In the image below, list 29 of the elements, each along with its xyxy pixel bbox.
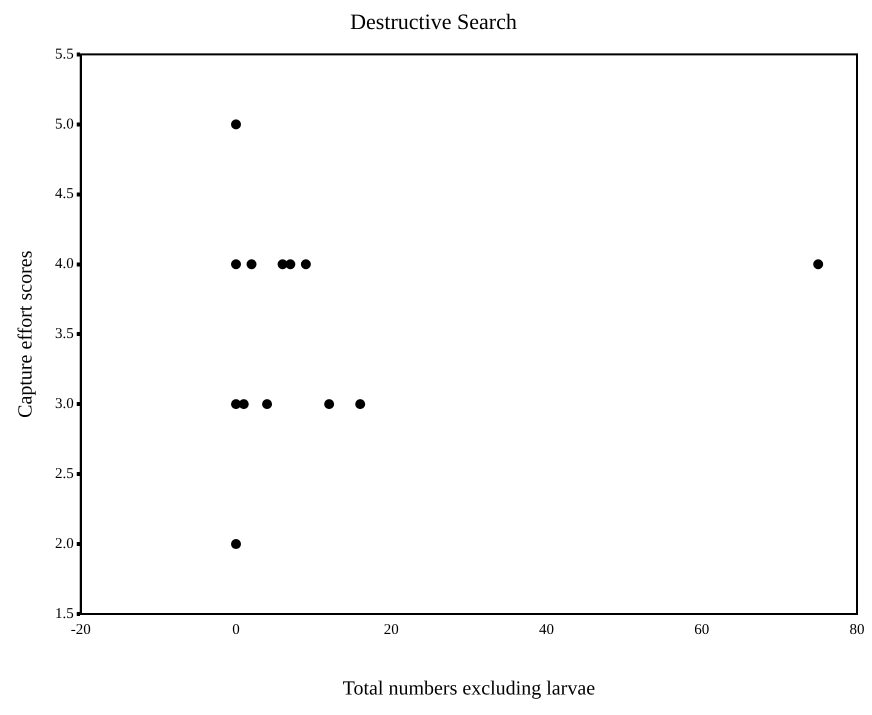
point — [238, 399, 249, 410]
point — [813, 259, 824, 270]
y-tick-label: 2.5 — [55, 466, 74, 482]
point — [231, 539, 241, 550]
y-axis-title: Capture effort scores — [14, 250, 36, 418]
y-tick-label: 3.5 — [55, 326, 74, 342]
point — [246, 259, 257, 270]
x-tick-label: 80 — [850, 622, 864, 638]
x-tick-label: 0 — [232, 622, 240, 638]
point — [324, 399, 334, 410]
x-axis-title: Total numbers excluding larvae — [342, 677, 596, 700]
x-tick-label: 60 — [694, 622, 710, 638]
y-tick-label: 4.0 — [55, 256, 74, 272]
x-tick-label: 40 — [539, 622, 554, 638]
y-tick-label: 3.0 — [55, 396, 74, 412]
point — [355, 399, 366, 410]
point — [231, 259, 241, 270]
point — [285, 259, 296, 270]
x-tick-label: 20 — [384, 622, 399, 638]
point — [300, 259, 311, 270]
y-tick-label: 4.5 — [55, 186, 74, 202]
point — [231, 119, 241, 130]
point — [262, 399, 272, 410]
y-tick-label: 5.5 — [55, 46, 74, 62]
y-tick-label: 1.5 — [55, 606, 74, 622]
chart-title: Destructive Search — [350, 8, 517, 34]
x-tick-label: -20 — [70, 622, 91, 638]
y-tick-label: 2.0 — [55, 536, 74, 552]
y-tick-label: 5.0 — [55, 116, 74, 132]
